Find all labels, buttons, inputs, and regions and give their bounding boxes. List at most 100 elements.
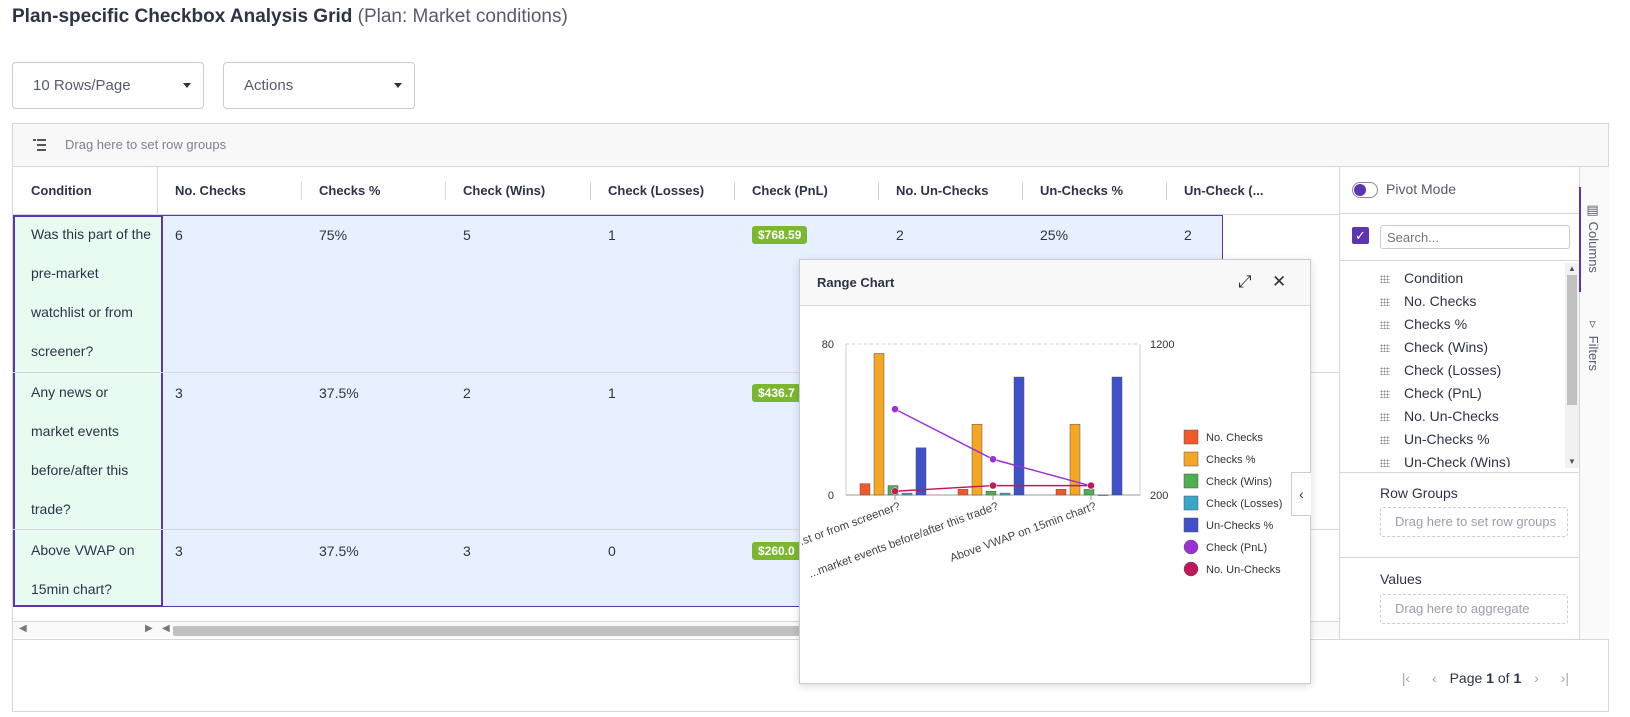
cell-no-checks[interactable]: 6	[175, 227, 183, 243]
column-item[interactable]: Check (Wins)	[1380, 339, 1488, 355]
cell-condition[interactable]: Was this part of the pre-market watchlis…	[31, 226, 152, 359]
bar	[957, 489, 969, 496]
line-point	[1087, 481, 1095, 490]
tab-columns[interactable]: ▤ Columns	[1586, 203, 1601, 273]
scroll-up-icon[interactable]: ▲	[1568, 264, 1576, 273]
column-resize-handle[interactable]	[590, 182, 591, 200]
cell-check-losses[interactable]: 0	[608, 543, 616, 559]
chart-dialog-header[interactable]: Range Chart ⤢ ✕	[800, 260, 1310, 306]
scrollbar-thumb[interactable]	[1567, 275, 1577, 405]
header-unchecks-pct[interactable]: Un-Checks %	[1040, 183, 1124, 198]
cell-check-wins[interactable]: 3	[463, 543, 471, 559]
columns-tool-panel: Pivot Mode ✓ Condition No. Checks Checks…	[1339, 167, 1579, 639]
cell-check-pnl[interactable]: $768.59	[752, 226, 808, 244]
legend-swatch	[1183, 517, 1199, 533]
column-item[interactable]: Un-Check (Wins)	[1380, 454, 1511, 467]
drag-grip-icon[interactable]	[1380, 321, 1390, 330]
header-no-unchecks[interactable]: No. Un-Checks	[896, 183, 989, 198]
cell-check-wins[interactable]: 2	[463, 385, 471, 401]
column-resize-handle[interactable]	[301, 182, 302, 200]
column-item[interactable]: No. Checks	[1380, 293, 1476, 309]
column-resize-handle[interactable]	[1166, 182, 1167, 200]
line-point	[989, 455, 997, 464]
close-icon[interactable]: ✕	[1272, 272, 1287, 291]
column-resize-handle[interactable]	[878, 182, 879, 200]
header-uncheck-more[interactable]: Un-Check (...	[1184, 183, 1264, 198]
next-page-icon[interactable]: ›	[1534, 670, 1539, 686]
cell-uncheck-more[interactable]: 2	[1184, 227, 1192, 243]
legend-label: Checks %	[1206, 454, 1256, 466]
bar	[1097, 494, 1109, 496]
column-item[interactable]: Check (PnL)	[1380, 385, 1482, 401]
drag-grip-icon[interactable]	[1380, 344, 1390, 353]
legend-label: Check (Wins)	[1206, 476, 1272, 488]
column-search-input[interactable]	[1380, 225, 1570, 249]
cell-checks-pct[interactable]: 75%	[319, 227, 348, 243]
actions-dropdown[interactable]: Actions	[223, 62, 415, 109]
pivot-mode-toggle[interactable]: Pivot Mode	[1352, 181, 1457, 199]
row-groups-label: Row Groups	[1380, 485, 1458, 501]
first-page-icon[interactable]: |‹	[1401, 670, 1411, 686]
last-page-icon[interactable]: ›|	[1560, 670, 1569, 686]
drag-grip-icon[interactable]	[1380, 413, 1390, 422]
pinned-divider	[157, 167, 158, 215]
values-drop-zone[interactable]: Drag here to aggregate	[1380, 594, 1568, 624]
column-item[interactable]: Condition	[1380, 270, 1463, 286]
prev-page-icon[interactable]: ‹	[1432, 670, 1437, 686]
scroll-left-icon[interactable]: ◀	[19, 623, 27, 634]
cell-check-pnl[interactable]: $436.7	[752, 384, 801, 402]
cell-check-losses[interactable]: 1	[608, 227, 616, 243]
header-condition[interactable]: Condition	[31, 183, 92, 198]
column-resize-handle[interactable]	[734, 182, 735, 200]
tab-filters[interactable]: ▿ Filters	[1586, 317, 1601, 372]
cell-no-checks[interactable]: 3	[175, 543, 183, 559]
column-resize-handle[interactable]	[445, 182, 446, 200]
drag-grip-icon[interactable]	[1380, 390, 1390, 399]
column-item[interactable]: Checks %	[1380, 316, 1467, 332]
cell-checks-pct[interactable]: 37.5%	[319, 385, 359, 401]
range-chart-dialog[interactable]: Range Chart ⤢ ✕ 80 0 1200 200 ...st or from …	[799, 259, 1311, 684]
cell-unchecks-pct[interactable]: 25%	[1040, 227, 1069, 243]
drag-grip-icon[interactable]	[1380, 367, 1390, 376]
page-title-main: Plan-specific Checkbox Analysis Grid	[12, 6, 353, 27]
row-group-drop-zone[interactable]: Drag here to set row groups	[13, 124, 1608, 167]
drag-grip-icon[interactable]	[1380, 298, 1390, 307]
cell-no-checks[interactable]: 3	[175, 385, 183, 401]
column-item[interactable]: Un-Checks %	[1380, 431, 1490, 447]
scroll-right-icon[interactable]: ▶	[145, 623, 153, 634]
pnl-badge: $436.7	[752, 384, 801, 402]
legend-label: Un-Checks %	[1206, 520, 1273, 532]
column-resize-handle[interactable]	[1022, 182, 1023, 200]
drag-grip-icon[interactable]	[1380, 275, 1390, 284]
row-groups-drop-zone[interactable]: Drag here to set row groups	[1380, 507, 1568, 537]
drag-grip-icon[interactable]	[1380, 436, 1390, 445]
column-item[interactable]: Check (Losses)	[1380, 362, 1501, 378]
cell-checks-pct[interactable]: 37.5%	[319, 543, 359, 559]
header-check-wins[interactable]: Check (Wins)	[463, 183, 546, 198]
chart-panel-collapse-button[interactable]: ‹	[1291, 472, 1311, 516]
header-check-pnl[interactable]: Check (PnL)	[752, 183, 828, 198]
cell-condition[interactable]: Above VWAP on 15min chart?	[31, 542, 135, 597]
header-no-checks[interactable]: No. Checks	[175, 183, 246, 198]
maximize-icon[interactable]: ⤢	[1238, 272, 1252, 291]
rows-per-page-dropdown[interactable]: 10 Rows/Page	[12, 62, 204, 109]
header-check-losses[interactable]: Check (Losses)	[608, 183, 705, 198]
select-all-checkbox[interactable]: ✓	[1352, 227, 1369, 244]
line-point	[989, 481, 997, 490]
cell-check-wins[interactable]: 5	[463, 227, 471, 243]
cell-check-losses[interactable]: 1	[608, 385, 616, 401]
cell-check-pnl[interactable]: $260.0	[752, 542, 801, 560]
header-checks-pct[interactable]: Checks %	[319, 183, 381, 198]
toggle-switch[interactable]	[1352, 182, 1378, 199]
column-item[interactable]: No. Un-Checks	[1380, 408, 1499, 424]
scrollbar-thumb[interactable]	[173, 626, 1283, 636]
scroll-down-icon[interactable]: ▼	[1568, 457, 1576, 466]
pivot-mode-label: Pivot Mode	[1386, 181, 1457, 197]
cell-no-unchecks[interactable]: 2	[896, 227, 904, 243]
page-title-plan: (Plan: Market conditions)	[357, 6, 568, 27]
scroll-left-icon[interactable]: ◀	[162, 623, 170, 634]
drag-grip-icon[interactable]	[1380, 459, 1390, 467]
page-label: Page	[1449, 670, 1483, 686]
column-list-scrollbar[interactable]: ▲ ▼	[1565, 263, 1579, 468]
cell-condition[interactable]: Any news or market events before/after t…	[31, 384, 129, 517]
